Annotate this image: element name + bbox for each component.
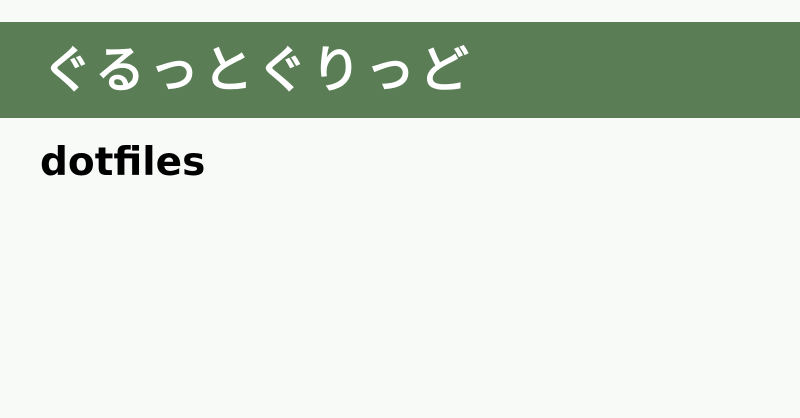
page-title: dotfiles [40,140,206,185]
site-header-banner: ぐるっとぐりっど [0,22,800,118]
site-name: ぐるっとぐりっど [42,41,473,99]
